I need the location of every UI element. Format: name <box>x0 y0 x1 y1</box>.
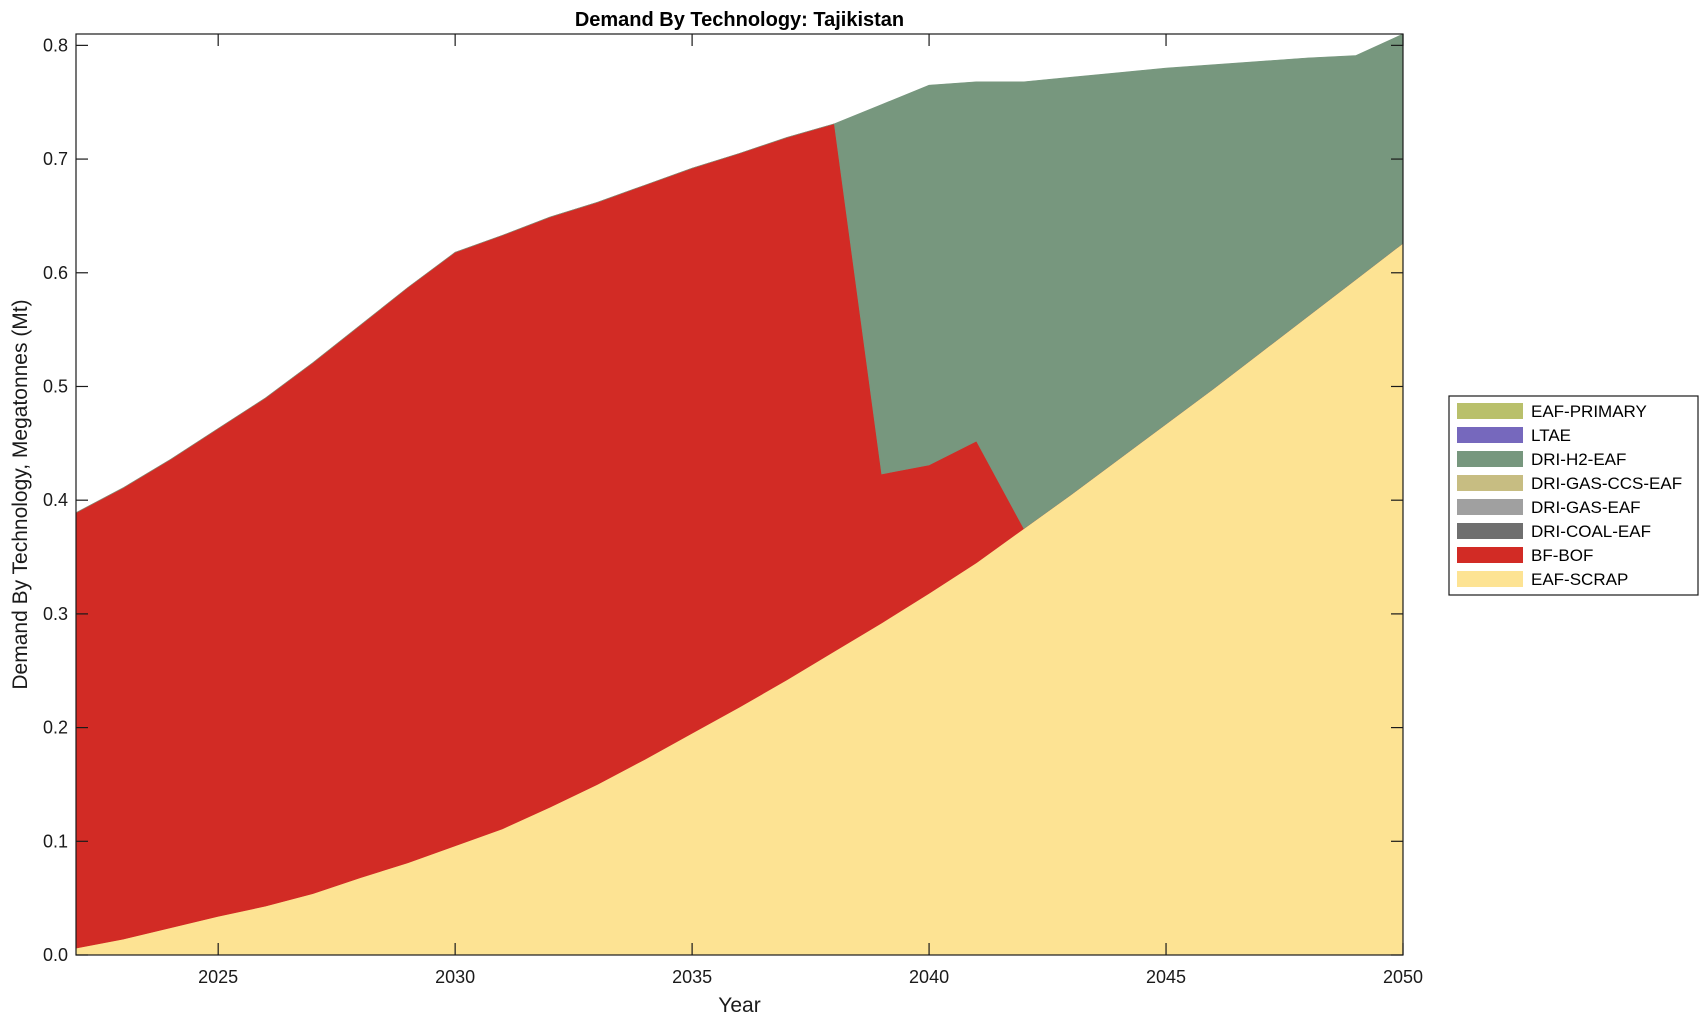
legend-swatch-bf-bof <box>1457 547 1523 563</box>
legend-label: DRI-GAS-EAF <box>1531 498 1641 517</box>
legend-swatch-dri-gas-eaf <box>1457 499 1523 515</box>
legend-label: DRI-COAL-EAF <box>1531 522 1651 541</box>
legend-swatch-eaf-scrap <box>1457 571 1523 587</box>
y-tick-label: 0.4 <box>43 490 68 510</box>
legend-label: BF-BOF <box>1531 546 1593 565</box>
x-tick-label: 2030 <box>435 967 475 987</box>
legend-label: LTAE <box>1531 426 1571 445</box>
legend-label: DRI-H2-EAF <box>1531 450 1626 469</box>
x-axis-label: Year <box>718 994 760 1017</box>
y-tick-label: 0.3 <box>43 604 68 624</box>
x-tick-label: 2035 <box>672 967 712 987</box>
x-axis: 2025 2030 2035 2040 2045 2050 <box>198 34 1423 987</box>
legend-swatch-dri-gas-ccs-eaf <box>1457 475 1523 491</box>
legend-label: EAF-SCRAP <box>1531 570 1628 589</box>
y-tick-label: 0.7 <box>43 149 68 169</box>
x-tick-label: 2045 <box>1146 967 1186 987</box>
x-tick-label: 2025 <box>198 967 238 987</box>
y-tick-label: 0.5 <box>43 376 68 396</box>
y-tick-label: 0.1 <box>43 831 68 851</box>
y-tick-label: 0.8 <box>43 35 68 55</box>
x-tick-label: 2040 <box>909 967 949 987</box>
legend-swatch-eaf-primary <box>1457 403 1523 419</box>
chart-title: Demand By Technology: Tajikistan <box>575 9 904 31</box>
y-axis-label: Demand By Technology, Megatonnes (Mt) <box>9 299 32 689</box>
legend-swatch-dri-coal-eaf <box>1457 523 1523 539</box>
y-tick-label: 0.2 <box>43 718 68 738</box>
x-tick-label: 2050 <box>1383 967 1423 987</box>
y-axis: 0.0 0.1 0.2 0.3 0.4 0.5 0.6 0.7 0.8 <box>43 35 1403 965</box>
legend-label: DRI-GAS-CCS-EAF <box>1531 474 1682 493</box>
legend-swatch-dri-h2-eaf <box>1457 451 1523 467</box>
y-tick-label: 0.0 <box>43 945 68 965</box>
y-tick-label: 0.6 <box>43 263 68 283</box>
legend-label: EAF-PRIMARY <box>1531 402 1647 421</box>
plot-frame <box>75 33 1404 956</box>
area-layers <box>75 33 1404 956</box>
legend: EAF-PRIMARY LTAE DRI-H2-EAF DRI-GAS-CCS-EAF… <box>1448 395 1699 596</box>
legend-swatch-ltae <box>1457 427 1523 443</box>
legend-box <box>1448 395 1699 596</box>
